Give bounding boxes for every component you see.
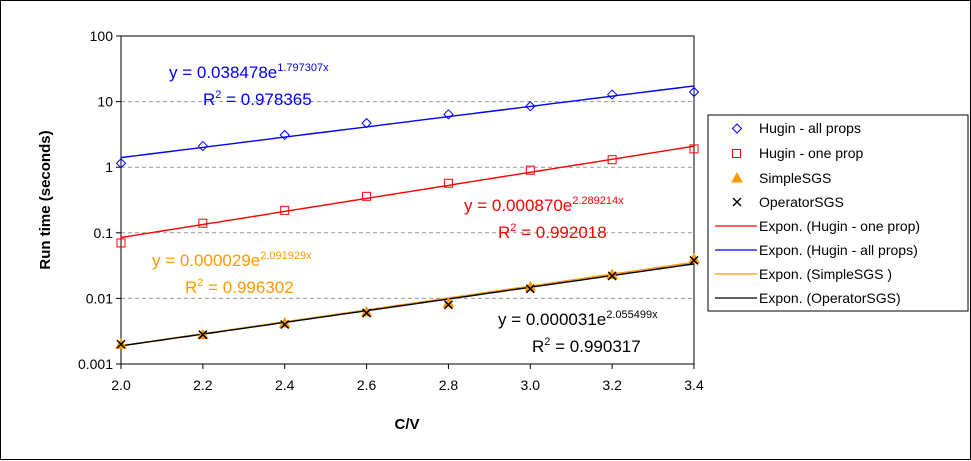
- trendline-operator: [120, 263, 695, 347]
- axis-layer: 0.001 0.01 0.1 1 10 100 2.0 2.2 2.4 2.6 2.8 3.0 3.2 3…: [78, 28, 704, 393]
- data-point-x: [280, 319, 290, 330]
- legend-item-hugin-all-props: Hugin - all props: [731, 120, 861, 136]
- legend-item-simplesgs: SimpleSGS: [731, 170, 831, 186]
- square-marker-icon: [732, 149, 741, 158]
- data-point-diamond: [361, 117, 372, 129]
- x-tick-label: 2.0: [111, 377, 131, 393]
- legend-label: Hugin - all props: [759, 120, 861, 136]
- data-point-x: [443, 300, 453, 310]
- data-point-triangle: [360, 305, 373, 317]
- trendline-layer: [120, 85, 695, 347]
- legend-item-expon-simplesgs: Expon. (SimpleSGS ): [715, 266, 892, 282]
- legend-label: Expon. (OperatorSGS): [759, 290, 901, 306]
- legend-label: Expon. (Hugin - all props): [759, 242, 918, 258]
- trendline-all-props: [120, 85, 695, 159]
- legend-label: SimpleSGS: [759, 170, 831, 186]
- equation-one-prop: y = 0.000870e2.289214x: [464, 195, 624, 215]
- data-point-square: [280, 205, 290, 215]
- legend-item-expon-one-prop: Expon. (Hugin - one prop): [715, 218, 920, 234]
- data-point-square: [525, 165, 535, 175]
- y-tick-label: 0.1: [94, 225, 114, 241]
- equation-all-props: y = 0.038478e1.797307x: [169, 62, 329, 82]
- x-axis-title: C/V: [394, 416, 419, 433]
- data-point-square: [443, 178, 453, 188]
- x-tick-label: 3.4: [684, 377, 704, 393]
- data-point-diamond: [197, 140, 209, 152]
- y-tick-label: 10: [97, 94, 113, 110]
- y-tick-label: 1: [105, 159, 113, 175]
- data-point-x: [607, 271, 617, 281]
- r2-all-props: R2 = 0.978365: [203, 89, 312, 109]
- data-point-x: [116, 339, 126, 349]
- trendline-one-prop: [120, 145, 695, 239]
- y-tick-label: 0.001: [78, 356, 113, 372]
- marker-layer: [115, 86, 700, 349]
- diamond-marker-icon: [731, 123, 743, 134]
- legend-item-expon-operatorsgs: Expon. (OperatorSGS): [715, 290, 901, 306]
- equation-simple: y = 0.000029e2.091929x: [152, 250, 312, 270]
- legend-label: Expon. (SimpleSGS ): [759, 266, 892, 282]
- plot-area: [120, 35, 695, 365]
- data-point-square: [607, 155, 617, 165]
- data-point-x: [689, 255, 699, 265]
- legend-label: Expon. (Hugin - one prop): [759, 218, 920, 234]
- grid-layer: [121, 101, 694, 299]
- data-point-square: [116, 238, 126, 248]
- x-tick-label: 2.6: [357, 377, 377, 393]
- data-point-square: [689, 144, 699, 154]
- x-marker-icon: [732, 197, 742, 207]
- data-point-triangle: [688, 252, 700, 264]
- data-point-x: [198, 330, 208, 340]
- data-point-square: [362, 191, 372, 201]
- legend-item-hugin-one-prop: Hugin - one prop: [732, 145, 864, 161]
- data-point-diamond: [443, 109, 454, 120]
- data-point-x: [525, 284, 535, 294]
- legend-label: OperatorSGS: [759, 194, 844, 210]
- x-tick-label: 2.2: [193, 377, 213, 393]
- r2-operator: R2 = 0.990317: [532, 336, 641, 356]
- data-point-diamond: [279, 129, 290, 141]
- r2-one-prop: R2 = 0.992018: [498, 222, 607, 242]
- data-point-diamond: [525, 101, 536, 112]
- x-tick-label: 3.2: [602, 377, 622, 393]
- data-point-x: [362, 308, 372, 318]
- legend-label: Hugin - one prop: [759, 145, 864, 161]
- data-point-diamond: [606, 89, 618, 100]
- x-tick-label: 3.0: [521, 377, 541, 393]
- legend-item-operatorsgs: OperatorSGS: [732, 194, 844, 210]
- legend-box: [707, 114, 969, 312]
- legend: Hugin - all props Hugin - one prop Simpl…: [707, 114, 969, 312]
- legend-item-expon-all-props: Expon. (Hugin - all props): [715, 242, 918, 258]
- y-axis-title: Run time (seconds): [37, 130, 54, 269]
- r2-simple: R2 = 0.996302: [185, 277, 294, 297]
- y-tick-label: 100: [90, 28, 114, 44]
- x-tick-label: 2.4: [275, 377, 295, 393]
- data-point-square: [198, 218, 208, 228]
- triangle-marker-icon: [731, 171, 743, 183]
- x-tick-label: 2.8: [439, 377, 459, 393]
- data-point-diamond: [688, 86, 700, 98]
- equation-operator: y = 0.000031e2.055499x: [498, 309, 658, 329]
- y-tick-label: 0.01: [86, 290, 113, 306]
- data-point-diamond: [115, 158, 127, 169]
